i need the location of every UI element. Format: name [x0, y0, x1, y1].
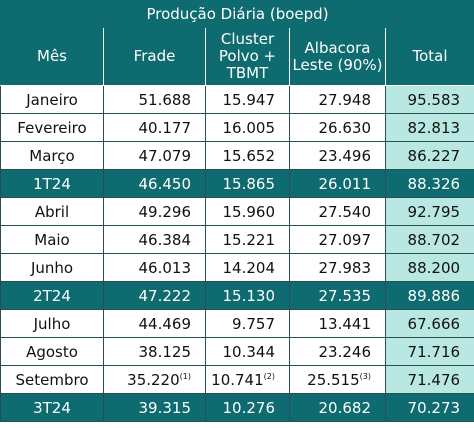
header-cluster-polvo: Cluster Polvo + TBMT — [205, 27, 290, 86]
quarter-summary-row: 3T24 39.315 10.276 20.682 70.273 — [0, 393, 474, 422]
month-cell: Abril — [0, 197, 104, 226]
albacora-leste-cell: 27.948 — [289, 85, 386, 114]
quarter-summary-row: 1T24 46.450 15.865 26.011 88.326 — [0, 169, 474, 198]
total-cell: 88.200 — [384, 253, 474, 282]
frade-cell: 47.222 — [103, 281, 206, 310]
footnote-marker: (2) — [263, 371, 275, 381]
cluster-polvo-cell: 10.741(2) — [205, 365, 290, 394]
footnote-marker: (1) — [179, 371, 191, 381]
albacora-leste-cell: 26.011 — [289, 169, 386, 198]
month-cell: Março — [0, 141, 104, 170]
total-cell: 71.716 — [384, 337, 474, 366]
quarter-summary-row: 2T24 47.222 15.130 27.535 89.886 — [0, 281, 474, 310]
month-cell: 3T24 — [0, 393, 104, 422]
table-row: Agosto 38.125 10.344 23.246 71.716 — [0, 337, 474, 366]
table-row: Maio 46.384 15.221 27.097 88.702 — [0, 225, 474, 254]
frade-cell: 47.079 — [103, 141, 206, 170]
cluster-polvo-cell: 15.652 — [205, 141, 290, 170]
frade-cell: 51.688 — [103, 85, 206, 114]
frade-cell: 46.450 — [103, 169, 206, 198]
total-cell: 67.666 — [384, 309, 474, 338]
total-cell: 88.702 — [384, 225, 474, 254]
albacora-leste-cell: 23.496 — [289, 141, 386, 170]
header-month: Mês — [0, 27, 104, 86]
table-row: Julho 44.469 9.757 13.441 67.666 — [0, 309, 474, 338]
frade-cell: 49.296 — [103, 197, 206, 226]
albacora-leste-cell: 27.535 — [289, 281, 386, 310]
frade-cell: 35.220(1) — [103, 365, 206, 394]
cluster-polvo-cell: 15.947 — [205, 85, 290, 114]
cluster-polvo-cell: 14.204 — [205, 253, 290, 282]
footnote-marker: (3) — [359, 371, 371, 381]
albacora-leste-cell: 13.441 — [289, 309, 386, 338]
cluster-polvo-cell: 16.005 — [205, 113, 290, 142]
table-row: Junho 46.013 14.204 27.983 88.200 — [0, 253, 474, 282]
albacora-leste-cell: 20.682 — [289, 393, 386, 422]
albacora-leste-cell: 27.540 — [289, 197, 386, 226]
frade-cell: 39.315 — [103, 393, 206, 422]
cluster-polvo-cell: 15.960 — [205, 197, 290, 226]
total-cell: 92.795 — [384, 197, 474, 226]
table-row: Janeiro 51.688 15.947 27.948 95.583 — [0, 85, 474, 114]
total-cell: 71.476 — [384, 365, 474, 394]
albacora-leste-cell: 27.097 — [289, 225, 386, 254]
month-cell: Fevereiro — [0, 113, 104, 142]
cluster-polvo-cell: 15.865 — [205, 169, 290, 198]
albacora-leste-cell: 27.983 — [289, 253, 386, 282]
month-cell: Julho — [0, 309, 104, 338]
frade-cell: 46.013 — [103, 253, 206, 282]
cluster-polvo-cell: 15.221 — [205, 225, 290, 254]
cluster-polvo-cell: 10.276 — [205, 393, 290, 422]
header-frade: Frade — [103, 27, 206, 86]
table-title: Produção Diária (boepd) — [0, 0, 474, 28]
total-cell: 70.273 — [384, 393, 474, 422]
total-cell: 86.227 — [384, 141, 474, 170]
total-cell: 88.326 — [384, 169, 474, 198]
cluster-polvo-cell: 10.344 — [205, 337, 290, 366]
frade-cell: 40.177 — [103, 113, 206, 142]
month-cell: Setembro — [0, 365, 104, 394]
total-cell: 95.583 — [384, 85, 474, 114]
header-albacora-leste: Albacora Leste (90%) — [289, 27, 386, 86]
frade-cell: 46.384 — [103, 225, 206, 254]
month-cell: Maio — [0, 225, 104, 254]
albacora-leste-cell: 25.515(3) — [289, 365, 386, 394]
table-body: Janeiro 51.688 15.947 27.948 95.583 Fevereiro… — [0, 85, 474, 422]
table-row: Fevereiro 40.177 16.005 26.630 82.813 — [0, 113, 474, 142]
table-row: Abril 49.296 15.960 27.540 92.795 — [0, 197, 474, 226]
total-cell: 82.813 — [384, 113, 474, 142]
month-cell: Junho — [0, 253, 104, 282]
total-cell: 89.886 — [384, 281, 474, 310]
month-cell: Janeiro — [0, 85, 104, 114]
cluster-polvo-cell: 9.757 — [205, 309, 290, 338]
month-cell: 1T24 — [0, 169, 104, 198]
cluster-polvo-cell: 15.130 — [205, 281, 290, 310]
frade-cell: 38.125 — [103, 337, 206, 366]
table-row: Março 47.079 15.652 23.496 86.227 — [0, 141, 474, 170]
frade-cell: 44.469 — [103, 309, 206, 338]
albacora-leste-cell: 23.246 — [289, 337, 386, 366]
albacora-leste-cell: 26.630 — [289, 113, 386, 142]
header-total: Total — [384, 27, 474, 86]
month-cell: 2T24 — [0, 281, 104, 310]
table-row: Setembro 35.220(1) 10.741(2) 25.515(3) 71.47… — [0, 365, 474, 394]
month-cell: Agosto — [0, 337, 104, 366]
